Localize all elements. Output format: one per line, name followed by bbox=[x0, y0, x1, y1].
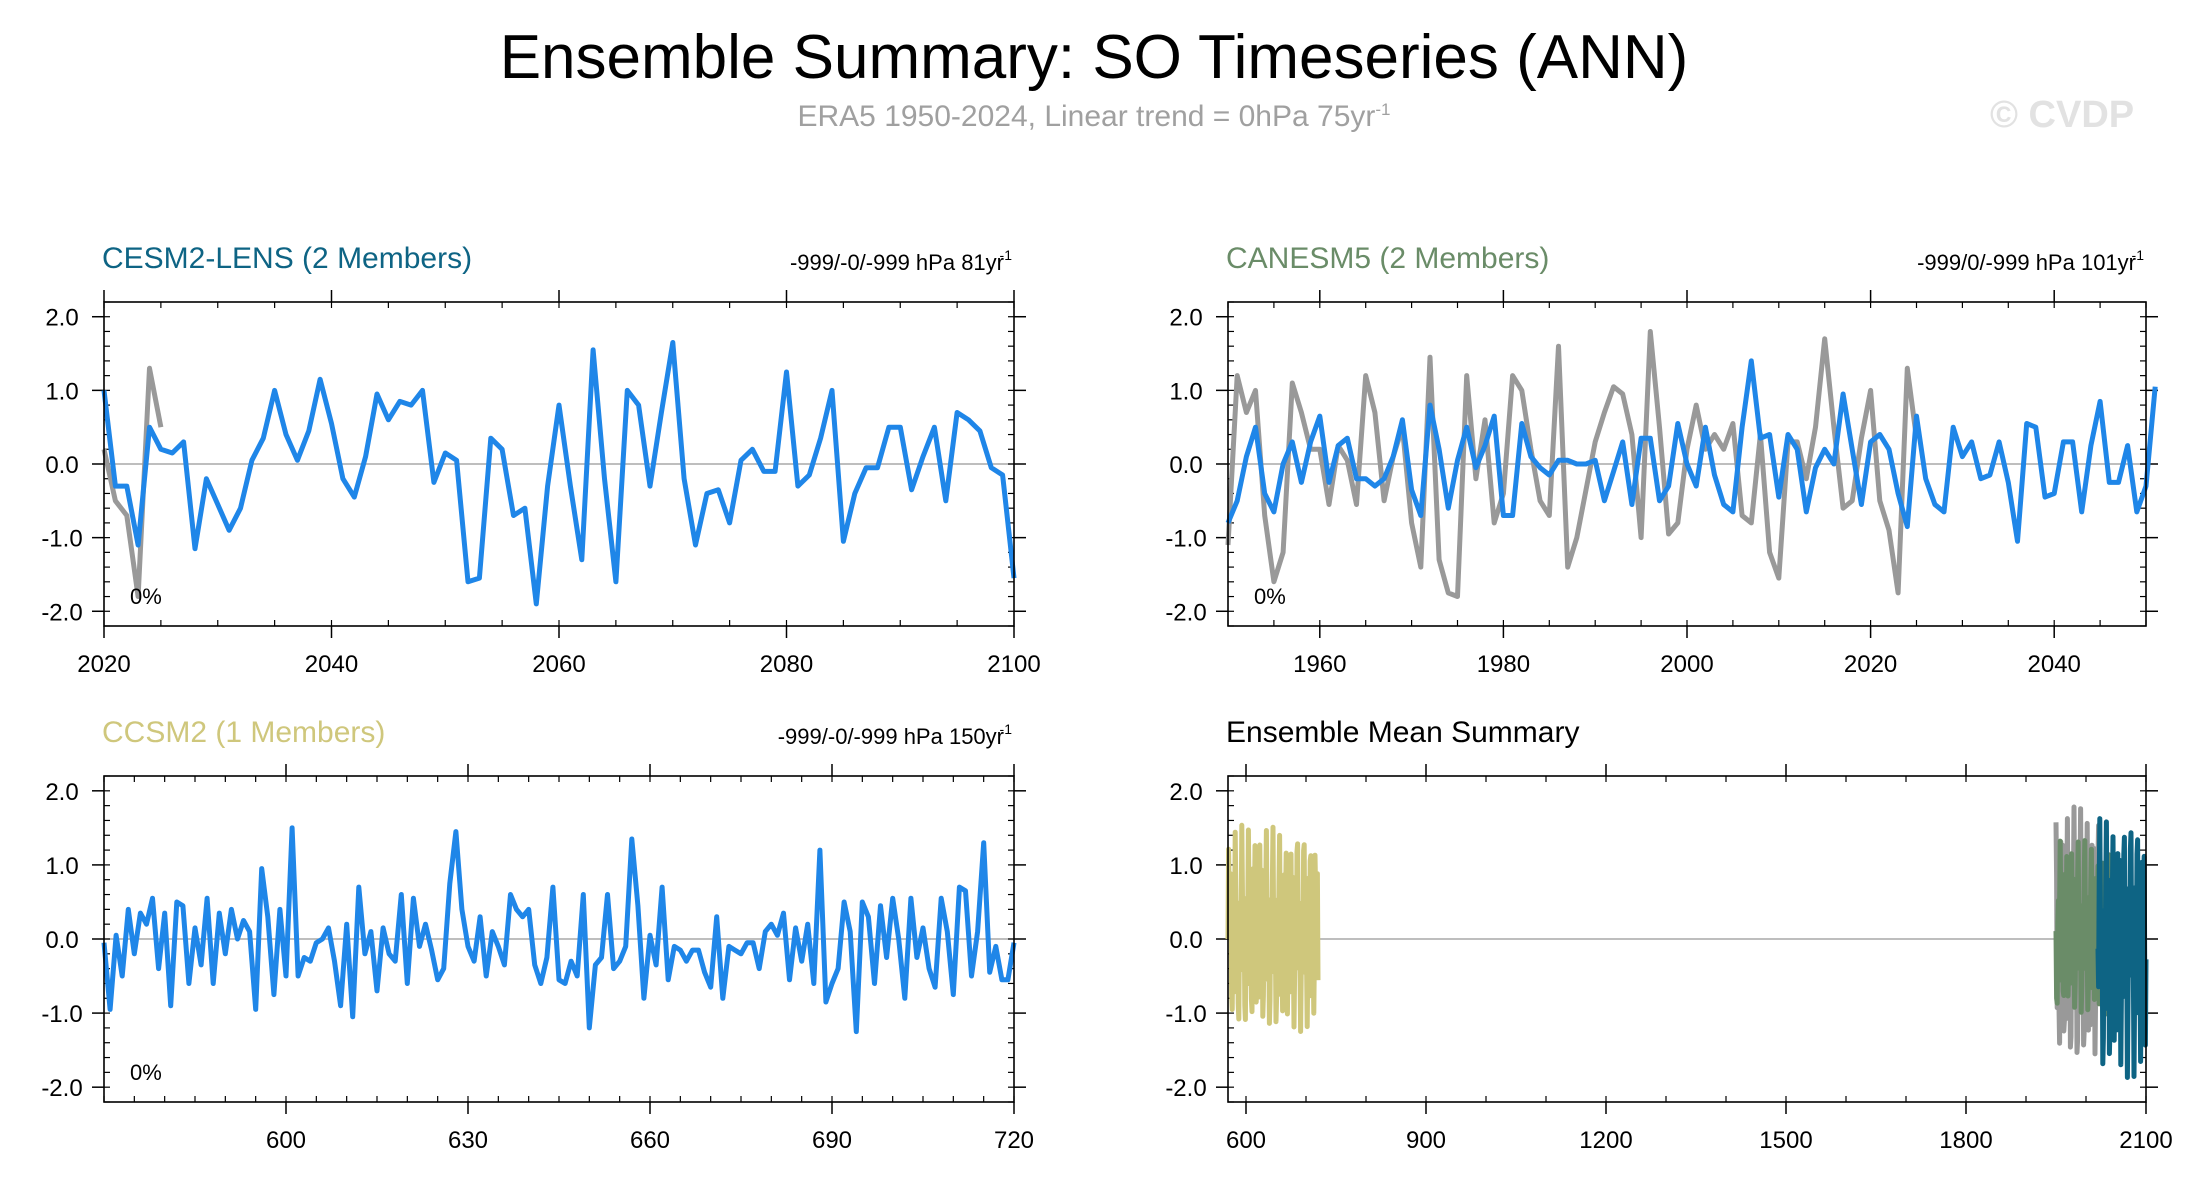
x-tick-label: 1980 bbox=[1477, 651, 1530, 678]
chart-title: CCSM2 (1 Members) bbox=[102, 716, 385, 749]
y-tick-label: 2.0 bbox=[1169, 779, 1202, 806]
chart-trend-superscript: -1 bbox=[2132, 247, 2145, 263]
chart-trend-label: -999/-0/-999 hPa 150yr bbox=[778, 724, 1004, 749]
x-tick-label: 2000 bbox=[1660, 651, 1713, 678]
cvdp-watermark: © CVDP bbox=[1990, 94, 2135, 136]
x-tick-label: 900 bbox=[1406, 1127, 1446, 1154]
x-tick-label: 2060 bbox=[532, 651, 585, 678]
x-tick-label: 630 bbox=[448, 1127, 488, 1154]
chart-trend-label: -999/0/-999 hPa 101yr bbox=[1917, 250, 2136, 275]
y-tick-label: 1.0 bbox=[45, 378, 78, 405]
observation-line bbox=[1225, 329, 1919, 599]
y-tick-label: 1.0 bbox=[1169, 853, 1202, 880]
x-tick-label: 2020 bbox=[1844, 651, 1897, 678]
chart-trend-superscript: -1 bbox=[1000, 247, 1013, 263]
y-tick-label: 0.0 bbox=[45, 452, 78, 479]
percent-label: 0% bbox=[1254, 584, 1286, 609]
y-tick-label: -2.0 bbox=[1165, 1075, 1206, 1102]
chart-title: CESM2-LENS (2 Members) bbox=[102, 242, 472, 275]
percent-label: 0% bbox=[130, 1060, 162, 1085]
ensemble-band-ccsm2 bbox=[1225, 822, 1321, 1034]
subtitle-superscript: -1 bbox=[1375, 100, 1391, 119]
x-tick-label: 1960 bbox=[1293, 651, 1346, 678]
chart-title: Ensemble Mean Summary bbox=[1226, 716, 1579, 749]
x-tick-label: 2080 bbox=[760, 651, 813, 678]
ensemble-member-line bbox=[1225, 358, 2158, 544]
x-tick-label: 1200 bbox=[1579, 1127, 1632, 1154]
x-tick-label: 690 bbox=[812, 1127, 852, 1154]
y-tick-label: 0.0 bbox=[1169, 927, 1202, 954]
subtitle: ERA5 1950-2024, Linear trend = 0hPa 75yr… bbox=[0, 100, 2188, 134]
x-tick-label: 1800 bbox=[1939, 1127, 1992, 1154]
ensemble-member-line bbox=[101, 825, 1017, 1035]
plot-frame bbox=[1227, 775, 2147, 1103]
plot-frame bbox=[103, 301, 1015, 627]
main-title: Ensemble Summary: SO Timeseries (ANN) bbox=[499, 23, 1689, 92]
x-tick-label: 2100 bbox=[987, 651, 1040, 678]
chart-ccsm2: CCSM2 (1 Members) -999/-0/-999 hPa 150yr-… bbox=[41, 716, 1034, 1154]
x-tick-label: 1500 bbox=[1759, 1127, 1812, 1154]
observation-line bbox=[101, 365, 164, 599]
y-tick-label: 0.0 bbox=[45, 927, 78, 954]
y-tick-label: -1.0 bbox=[41, 526, 82, 553]
y-tick-label: -1.0 bbox=[1165, 1001, 1206, 1028]
y-tick-label: 2.0 bbox=[1169, 305, 1202, 332]
chart-ensemble-mean: Ensemble Mean Summary -2.0 -1.0 0.0 1.0 2.0 60… bbox=[1165, 716, 2172, 1154]
x-tick-label: 2040 bbox=[2028, 651, 2081, 678]
y-tick-label: -2.0 bbox=[41, 599, 82, 626]
chart-title: CANESM5 (2 Members) bbox=[1226, 242, 1549, 275]
ensemble-band-cesm2 bbox=[2095, 816, 2149, 1080]
chart-trend-superscript: -1 bbox=[1000, 721, 1013, 737]
x-tick-label: 2100 bbox=[2119, 1127, 2172, 1154]
y-tick-label: 1.0 bbox=[45, 853, 78, 880]
x-tick-label: 720 bbox=[994, 1127, 1034, 1154]
y-tick-label: 2.0 bbox=[45, 305, 78, 332]
y-tick-label: 2.0 bbox=[45, 779, 78, 806]
y-tick-label: 1.0 bbox=[1169, 378, 1202, 405]
plot-frame bbox=[1227, 301, 2147, 627]
chart-canesm5: CANESM5 (2 Members) -999/0/-999 hPa 101yr… bbox=[1165, 242, 2158, 678]
y-tick-label: -1.0 bbox=[1165, 526, 1206, 553]
x-tick-label: 2040 bbox=[305, 651, 358, 678]
y-tick-label: 0.0 bbox=[1169, 452, 1202, 479]
ensemble-member-line bbox=[101, 340, 1017, 607]
chart-cesm2: CESM2-LENS (2 Members) -999/-0/-999 hPa 8… bbox=[41, 242, 1040, 678]
x-tick-label: 2020 bbox=[77, 651, 130, 678]
y-tick-label: -1.0 bbox=[41, 1001, 82, 1028]
x-tick-label: 600 bbox=[266, 1127, 306, 1154]
y-tick-label: -2.0 bbox=[1165, 599, 1206, 626]
plot-frame bbox=[103, 775, 1015, 1103]
chart-trend-label: -999/-0/-999 hPa 81yr bbox=[790, 250, 1004, 275]
x-tick-label: 660 bbox=[630, 1127, 670, 1154]
percent-label: 0% bbox=[130, 584, 162, 609]
x-tick-label: 600 bbox=[1226, 1127, 1266, 1154]
subtitle-text: ERA5 1950-2024, Linear trend = 0hPa 75yr bbox=[797, 100, 1376, 133]
y-tick-label: -2.0 bbox=[41, 1075, 82, 1102]
